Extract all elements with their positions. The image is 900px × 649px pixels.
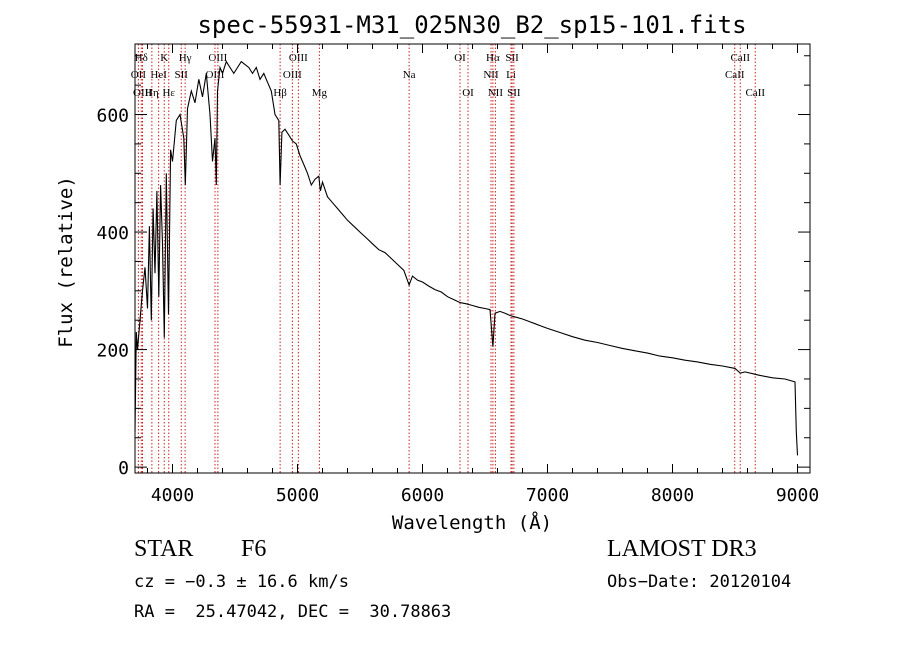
y-tick-label: 200 (96, 341, 129, 362)
x-tick-label: 4000 (151, 485, 194, 506)
line-marker-label: SII (507, 87, 521, 99)
line-marker-label: K (160, 52, 168, 64)
chart-title: spec-55931-M31_025N30_B2_sp15-101.fits (197, 11, 746, 39)
line-marker-label: Na (403, 69, 416, 81)
line-marker-label: Hε (162, 87, 175, 99)
line-marker-label: OI (454, 52, 466, 64)
line-marker-label: Hβ (273, 87, 287, 99)
line-marker-label: OIII (289, 52, 308, 64)
line-marker-label: CaII (730, 52, 750, 64)
y-axis-ticks: 0 200 400 600 (96, 55, 810, 479)
x-tick-label: 6000 (401, 485, 444, 506)
line-marker-label: CaII (725, 69, 745, 81)
line-marker-label: HeI (150, 69, 167, 81)
obs-date: Obs−Date: 20120104 (607, 572, 792, 592)
line-marker-label: Hη (145, 87, 159, 99)
y-axis-label: Flux (relative) (55, 176, 77, 348)
line-marker-label: Hδ (135, 52, 148, 64)
x-axis-ticks: 4000 5000 6000 7000 8000 9000 (147, 44, 819, 506)
survey-name: LAMOST DR3 (607, 536, 757, 562)
line-marker-label: SII (505, 52, 519, 64)
line-marker-label: Li (506, 69, 516, 81)
y-tick-label: 0 (118, 458, 129, 479)
x-tick-label: 9000 (776, 485, 819, 506)
line-marker-label: CaII (745, 87, 765, 99)
line-marker-label: Hγ (179, 52, 192, 64)
y-tick-label: 600 (96, 106, 129, 127)
line-marker-label: OII (131, 69, 147, 81)
line-marker-label: NII (483, 69, 499, 81)
redshift-text: cz = −0.3 ± 16.6 km/s (134, 572, 349, 592)
line-marker-label: OIII (208, 52, 227, 64)
x-axis-label: Wavelength (Å) (392, 511, 552, 534)
coordinates: RA = 25.47042, DEC = 30.78863 (134, 602, 452, 622)
spectrum-line (134, 60, 799, 456)
line-marker-label: OIII (133, 87, 152, 99)
line-marker-label: OIII (283, 69, 302, 81)
line-marker-label: NII (488, 87, 504, 99)
x-tick-label: 7000 (526, 485, 569, 506)
line-marker-label: Mg (312, 87, 328, 99)
line-marker-label: OI (462, 87, 474, 99)
line-marker-label: SII (175, 69, 189, 81)
plot-frame (134, 43, 811, 474)
object-subclass: F6 (241, 536, 267, 562)
x-tick-label: 8000 (651, 485, 694, 506)
line-marker-label: Hα (486, 52, 500, 64)
y-tick-label: 400 (96, 223, 129, 244)
object-type: STAR (134, 536, 194, 562)
x-tick-label: 5000 (276, 485, 319, 506)
